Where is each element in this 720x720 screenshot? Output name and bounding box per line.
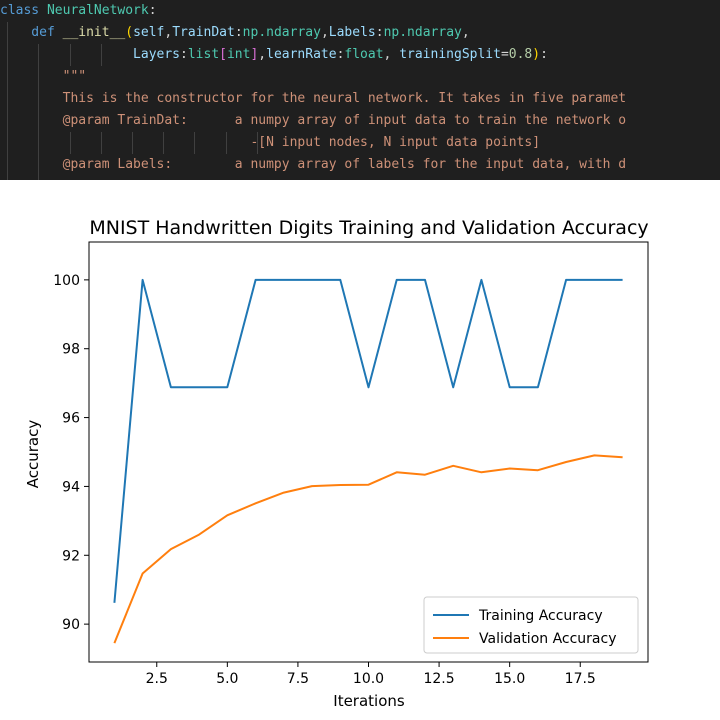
code-token: int bbox=[226, 47, 251, 62]
code-token: : bbox=[336, 47, 345, 62]
code-token: @param Labels: a numpy array of labels f… bbox=[0, 157, 627, 172]
code-token: __init__ bbox=[62, 25, 126, 40]
y-tick-label: 94 bbox=[62, 479, 80, 495]
code-token: ) bbox=[532, 47, 541, 62]
code-token: Labels bbox=[328, 25, 376, 40]
code-line: """ bbox=[0, 66, 86, 88]
indent-guide bbox=[7, 22, 8, 180]
code-token: 0.8 bbox=[508, 47, 533, 62]
x-tick-label: 2.5 bbox=[146, 671, 168, 687]
code-token: -[N input nodes, N input data points] bbox=[0, 135, 541, 150]
legend-label-1: Validation Accuracy bbox=[479, 631, 617, 647]
code-line: @param Labels: a numpy array of labels f… bbox=[0, 154, 627, 176]
code-line: -[N input nodes, N input data points] bbox=[0, 132, 540, 154]
code-token: @param TrainDat: a numpy array of input … bbox=[0, 113, 627, 128]
indent-guide bbox=[194, 132, 195, 154]
code-token: This is the constructor for the neural n… bbox=[0, 91, 627, 106]
code-token: np.ndarray bbox=[383, 25, 462, 40]
code-token: [ bbox=[219, 47, 227, 62]
code-token: learnRate bbox=[266, 47, 337, 62]
code-token: , bbox=[320, 25, 329, 40]
code-line: class NeuralNetwork: bbox=[0, 0, 157, 22]
indent-guide bbox=[70, 132, 71, 154]
legend-box bbox=[423, 596, 639, 654]
legend: Training Accuracy Validation Accuracy bbox=[423, 596, 639, 654]
x-tick-label: 12.5 bbox=[423, 671, 454, 687]
indent-guide bbox=[38, 44, 39, 180]
code-line: @param TrainDat: a numpy array of input … bbox=[0, 110, 627, 132]
code-token: ( bbox=[125, 25, 134, 40]
code-token: """ bbox=[0, 69, 87, 84]
indent-guide bbox=[101, 132, 102, 154]
y-axis-label: Accuracy bbox=[24, 420, 42, 489]
y-tick-label: 100 bbox=[53, 273, 80, 289]
code-token: : bbox=[375, 25, 384, 40]
indent-guide bbox=[101, 44, 102, 66]
x-tick-label: 15.0 bbox=[494, 671, 525, 687]
x-tick-label: 5.0 bbox=[216, 671, 238, 687]
code-token: list bbox=[187, 47, 220, 62]
code-token: : bbox=[148, 3, 157, 18]
y-tick-label: 92 bbox=[62, 548, 80, 564]
code-token: Layers bbox=[0, 47, 181, 62]
code-line: def __init__(self,TrainDat:np.ndarray,La… bbox=[0, 22, 470, 44]
legend-label-0: Training Accuracy bbox=[478, 608, 603, 624]
y-tick-label: 90 bbox=[62, 617, 80, 633]
code-token: ] bbox=[250, 47, 259, 62]
code-token: float bbox=[344, 47, 384, 62]
code-token: trainingSplit bbox=[399, 47, 501, 62]
x-tick-label: 10.0 bbox=[353, 671, 384, 687]
code-token: = bbox=[500, 47, 509, 62]
x-tick-label: 7.5 bbox=[287, 671, 309, 687]
x-tick-label: 17.5 bbox=[565, 671, 596, 687]
code-token: np.ndarray bbox=[242, 25, 321, 40]
indent-guide bbox=[226, 132, 227, 154]
series-line-0 bbox=[113, 278, 623, 603]
code-token: def bbox=[0, 25, 63, 40]
indent-guide bbox=[70, 44, 71, 66]
y-tick-label: 98 bbox=[62, 342, 80, 358]
chart-title: MNIST Handwritten Digits Training and Va… bbox=[89, 217, 648, 239]
code-token: : bbox=[180, 47, 188, 62]
code-token: : bbox=[540, 47, 548, 62]
y-tick-label: 96 bbox=[62, 411, 80, 427]
indent-guide bbox=[132, 132, 133, 154]
code-token: NeuralNetwork bbox=[46, 3, 149, 18]
code-token: , bbox=[258, 47, 267, 62]
code-line: Layers:list[int],learnRate:float, traini… bbox=[0, 44, 548, 66]
code-token: TrainDat bbox=[172, 25, 235, 40]
x-axis-label: Iterations bbox=[333, 692, 405, 710]
series-line-1 bbox=[113, 454, 623, 644]
code-token: : bbox=[234, 25, 243, 40]
code-token: , bbox=[164, 25, 173, 40]
indent-guide bbox=[163, 132, 164, 154]
code-token: class bbox=[0, 3, 47, 18]
accuracy-chart: MNIST Handwritten Digits Training and Va… bbox=[24, 217, 649, 710]
code-token: , bbox=[461, 25, 470, 40]
code-editor: class NeuralNetwork: def __init__(self,T… bbox=[0, 0, 720, 180]
indent-guide bbox=[257, 132, 258, 154]
code-token: self bbox=[133, 25, 165, 40]
code-line: This is the constructor for the neural n… bbox=[0, 88, 627, 110]
code-token: , bbox=[383, 47, 400, 62]
